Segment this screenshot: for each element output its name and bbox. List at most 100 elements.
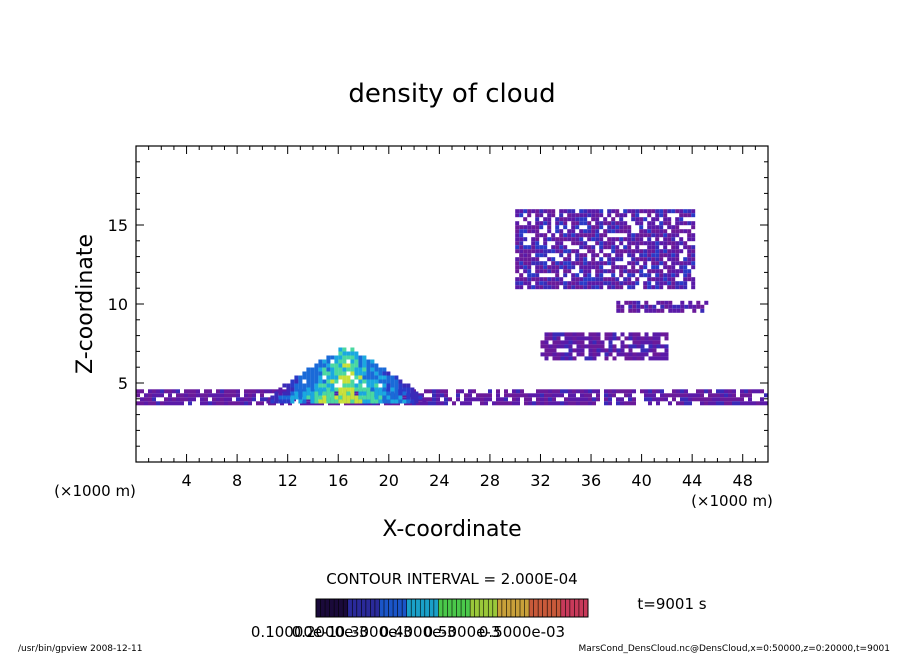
cloud-cell [632, 401, 636, 406]
cloud-cell [424, 389, 428, 394]
cloud-cell [496, 401, 500, 406]
cloud-cell [680, 397, 684, 402]
cloud-cell [382, 371, 387, 376]
cloud-cell [596, 393, 600, 398]
cloud-cell [228, 397, 232, 402]
cloud-cell [144, 401, 148, 406]
cloud-cell [679, 285, 684, 290]
cloud-cell [575, 217, 580, 222]
cloud-cell [326, 375, 331, 380]
cloud-cell [488, 389, 492, 394]
cloud-cell [326, 395, 331, 400]
cloud-cell [611, 261, 616, 266]
cloud-cell [338, 359, 343, 364]
cloud-cell [338, 391, 343, 396]
x-tick-label: 40 [631, 471, 651, 490]
cloud-cell [244, 397, 248, 402]
cloud-cell [508, 393, 512, 398]
cloud-cell [591, 209, 596, 214]
cloud-cell [679, 269, 684, 274]
cloud-cell [144, 393, 148, 398]
cloud-cell [592, 352, 597, 357]
colorbar-cell [329, 599, 335, 617]
cloud-cell [548, 336, 553, 341]
cloud-cell [539, 265, 544, 270]
cloud-cell [224, 401, 228, 406]
cloud-cell [366, 379, 371, 384]
cloud-cell [188, 401, 192, 406]
cloud-cell [567, 269, 572, 274]
cloud-cell [136, 393, 140, 398]
cloud-cell [683, 229, 688, 234]
cloud-cell [200, 397, 204, 402]
cloud-cell [631, 213, 636, 218]
cloud-cell [394, 387, 399, 392]
cloud-cell [675, 233, 680, 238]
cloud-cell [607, 237, 612, 242]
cloud-cell [286, 399, 291, 404]
cloud-cell [464, 393, 468, 398]
cloud-cell [615, 285, 620, 290]
cloud-cell [628, 336, 633, 341]
cloud-cell [564, 401, 568, 406]
cloud-cell [704, 389, 708, 394]
cloud-cell [180, 401, 184, 406]
cloud-cell [232, 401, 236, 406]
cloud-cell [414, 391, 419, 396]
colorbar-cell [497, 599, 503, 617]
cloud-cell [667, 265, 672, 270]
colorbar-cell [533, 599, 539, 617]
cloud-cell [322, 367, 327, 372]
cloud-cell [432, 401, 436, 406]
cloud-cell [306, 391, 311, 396]
cloud-cell [306, 371, 311, 376]
cloud-cell [579, 261, 584, 266]
cloud-cell [527, 229, 532, 234]
cloud-cell [587, 285, 592, 290]
cloud-cell [607, 281, 612, 286]
cloud-cell [559, 253, 564, 258]
cloud-cell [406, 395, 411, 400]
y-tick-label: 10 [108, 295, 128, 314]
cloud-cell [691, 253, 696, 258]
cloud-cell [583, 245, 588, 250]
cloud-cell [334, 363, 339, 368]
cloud-cell [744, 389, 748, 394]
cloud-cell [680, 304, 685, 309]
cloud-cell [504, 393, 508, 398]
cloud-cell [543, 261, 548, 266]
cloud-cell [619, 257, 624, 262]
cloud-cell [655, 261, 660, 266]
cloud-cell [611, 237, 616, 242]
cloud-cell [264, 397, 268, 402]
cloud-cell [527, 261, 532, 266]
cloud-cell [547, 265, 552, 270]
cloud-cell [639, 269, 644, 274]
cloud-cell [583, 253, 588, 258]
cloud-cell [468, 393, 472, 398]
cloud-cell [164, 397, 168, 402]
cloud-cell [382, 375, 387, 380]
cloud-cell [628, 332, 633, 337]
cloud-cell [667, 285, 672, 290]
cloud-cell [671, 285, 676, 290]
cloud-cell [667, 269, 672, 274]
cloud-cell [515, 265, 520, 270]
colorbar-cell [452, 599, 457, 617]
cloud-cell [366, 367, 371, 372]
cloud-cell [548, 332, 553, 337]
cloud-cell [551, 285, 556, 290]
cloud-cell [627, 237, 632, 242]
cloud-cell [663, 241, 668, 246]
cloud-cell [659, 209, 664, 214]
cloud-cell [583, 269, 588, 274]
cloud-cell [318, 367, 323, 372]
cloud-cell [579, 257, 584, 262]
cloud-cell [354, 351, 359, 356]
cloud-cell [612, 344, 617, 349]
cloud-cell [244, 393, 248, 398]
cloud-cell [236, 393, 240, 398]
cloud-cell [627, 245, 632, 250]
cloud-cell [632, 308, 637, 313]
cloud-cell [346, 363, 351, 368]
